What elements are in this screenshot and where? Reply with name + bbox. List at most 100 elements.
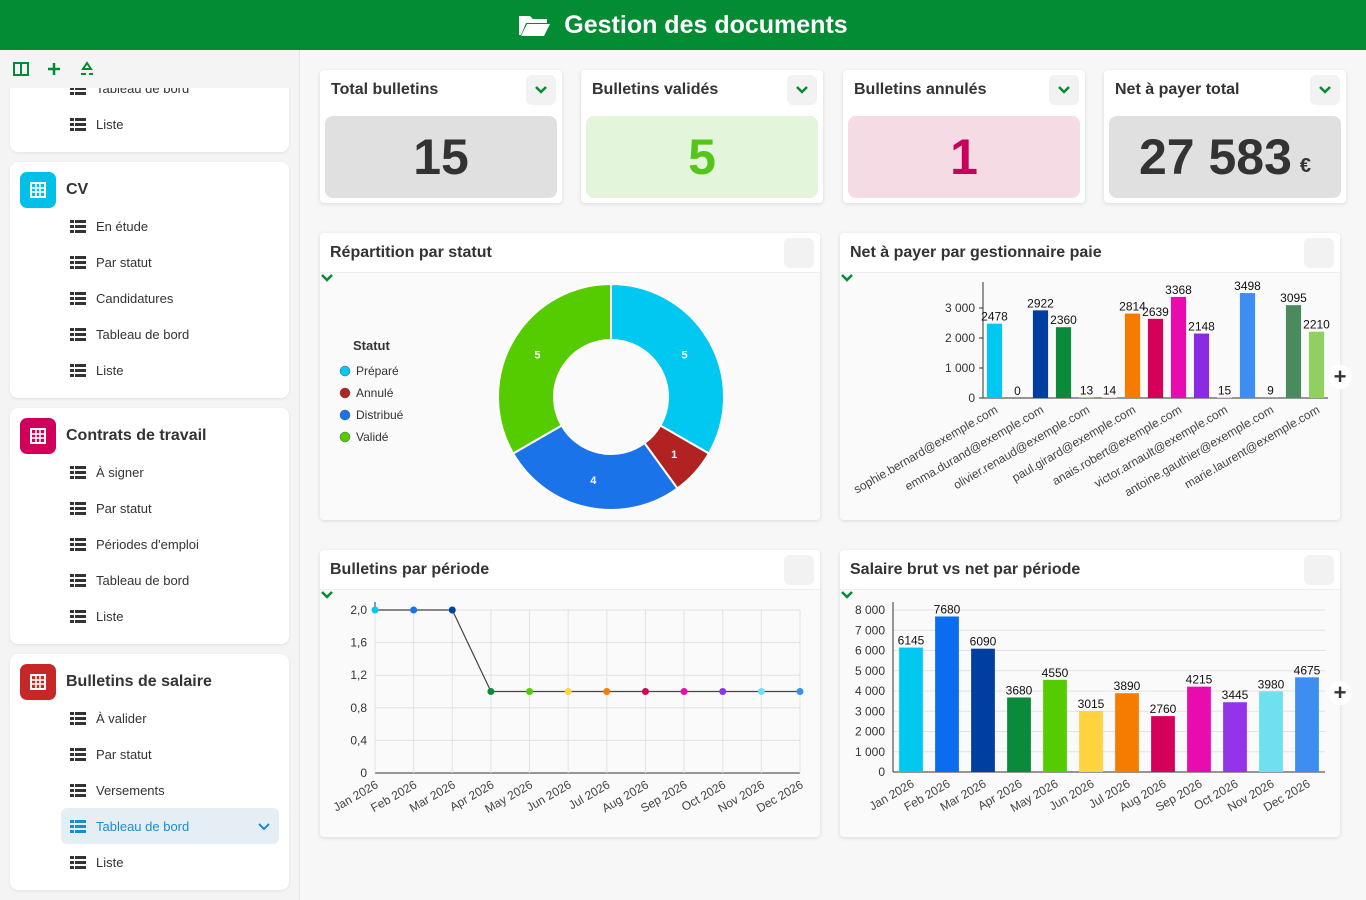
icon-part (70, 368, 74, 372)
menu-item[interactable]: Liste (10, 598, 289, 634)
icon-part (75, 757, 86, 761)
icon-part (75, 296, 86, 300)
legend-marker (339, 365, 351, 377)
legend-marker (339, 431, 351, 443)
chevron-path (321, 591, 333, 599)
menu-item[interactable]: En étude (10, 208, 289, 244)
icon-part (75, 537, 86, 541)
menu-label: Liste (96, 362, 124, 378)
chart-header: Salaire brut vs net par période (840, 550, 1340, 599)
bar (1079, 710, 1103, 772)
menu-label: Liste (96, 854, 124, 870)
icon-part (75, 511, 86, 515)
item-icon (70, 783, 86, 797)
donut-slice (497, 282, 612, 455)
icon-part (75, 865, 86, 869)
icon-part (75, 583, 86, 587)
collapse-button[interactable] (841, 237, 1334, 282)
bar (1043, 679, 1067, 772)
menu-item[interactable]: Liste (10, 106, 289, 142)
collapse-button[interactable] (1049, 75, 1079, 105)
add-button[interactable]: + (1328, 364, 1352, 389)
menu-item[interactable]: À valider (10, 700, 289, 736)
chart-card: Bulletins par période 0 0,4 0,8 1,2 1,6 2,0 Jan… (320, 550, 820, 837)
bar (1239, 293, 1256, 398)
chart: 0 1 000 2 000 3 000 4 000 5 000 6 000 7 000 8 00… (855, 602, 1325, 815)
bar-value-label: 0 (1014, 384, 1021, 398)
collapse-button[interactable] (841, 554, 1334, 599)
menu-item[interactable]: Liste (10, 844, 289, 880)
collapse-button[interactable] (526, 75, 556, 105)
collapse-button[interactable] (321, 237, 814, 282)
point (719, 688, 727, 695)
menu-item[interactable]: Tableau de bord (10, 316, 289, 352)
collapse-button[interactable] (321, 554, 814, 599)
menu-item[interactable]: Tableau de bord (10, 562, 289, 598)
icon-part (70, 475, 74, 479)
icon-part (75, 291, 86, 295)
item-icon (70, 363, 86, 377)
menu-item[interactable]: Par statut (10, 490, 289, 526)
icon-part (75, 793, 86, 797)
icon-part (70, 224, 74, 228)
menu-item[interactable]: Versements (10, 772, 289, 808)
chevron (1058, 86, 1070, 94)
bar-value-label: 3368 (1165, 283, 1192, 297)
kpi-card: Bulletins annulés 1 (843, 70, 1085, 203)
group-header[interactable]: Bulletins de salaire (10, 654, 289, 700)
menu-item[interactable]: Tableau de bord (61, 808, 279, 844)
y-tick-label: 5 000 (855, 664, 885, 678)
y-tick-label: 3 000 (855, 704, 885, 718)
slice-label: 5 (534, 350, 540, 362)
group-header[interactable]: CV (10, 162, 289, 208)
item-icon (70, 819, 86, 833)
menu-item[interactable]: Par statut (10, 736, 289, 772)
icon-part (75, 721, 86, 725)
kpi-unit: € (1299, 154, 1312, 177)
icon-part (75, 470, 86, 474)
menu-item[interactable]: À signer (10, 454, 289, 490)
item-icon (70, 855, 86, 869)
menu-item[interactable]: Candidatures (10, 280, 289, 316)
x-tick-label: Jun 2026 (524, 777, 574, 814)
icon-part (75, 301, 86, 305)
kpi-title: Total bulletins (331, 81, 439, 98)
point (410, 606, 418, 614)
item-icon (70, 219, 86, 233)
item-icon (70, 573, 86, 587)
collapse-button[interactable] (787, 75, 817, 105)
bar (1124, 313, 1141, 398)
menu-group: CV En étude Par statut Candidatures Tableau … (10, 162, 289, 398)
legend-label: Préparé (356, 364, 399, 378)
bar-value-label: 3445 (1222, 688, 1249, 702)
kpi-value: 5 (688, 129, 716, 185)
point (487, 688, 495, 695)
group-icon-glyph (30, 182, 46, 198)
add-button[interactable] (47, 62, 61, 76)
group-header[interactable]: Contrats de travail (10, 408, 289, 454)
menu-item[interactable]: Liste (10, 352, 289, 388)
group-icon-glyph (30, 428, 46, 444)
collapse-button[interactable] (1310, 75, 1340, 105)
point (757, 688, 765, 695)
icon-part (70, 265, 74, 269)
menu-item[interactable]: Par statut (10, 244, 289, 280)
recycle-button[interactable] (79, 61, 95, 77)
kpi-header: Net à payer total (1104, 70, 1346, 110)
bar (1187, 686, 1211, 772)
menu-item[interactable]: Périodes d'emploi (10, 526, 289, 562)
donut-slice (610, 282, 725, 455)
icon-part (70, 609, 74, 613)
icon-part (70, 793, 74, 797)
bar (1223, 702, 1247, 772)
icon-part (30, 674, 46, 690)
add-button[interactable]: + (1328, 680, 1352, 705)
icon-part (75, 711, 86, 715)
y-tick-label: 0,8 (350, 701, 367, 715)
layout-button[interactable] (13, 62, 29, 76)
slice-label: 5 (682, 350, 688, 362)
item-icon (70, 465, 86, 479)
menu-label: À valider (96, 710, 147, 726)
y-tick-label: 3 000 (945, 301, 975, 315)
bar (935, 616, 959, 772)
